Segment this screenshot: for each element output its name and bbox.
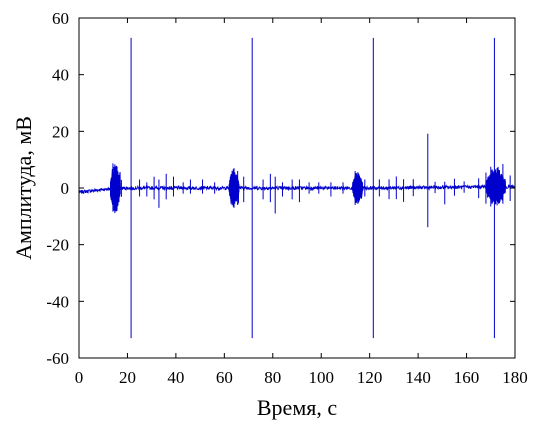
y-tick-label: 40 <box>52 66 69 85</box>
x-axis: 0 20 40 60 80 100 120 140 160 180 <box>75 18 528 387</box>
y-tick-label: 0 <box>61 179 70 198</box>
y-tick-label: -60 <box>46 349 69 368</box>
x-tick-label: 180 <box>502 368 528 387</box>
y-axis-title: Амплитуда, мВ <box>11 116 36 260</box>
y-axis: 60 40 20 0 -20 -40 -60 <box>46 9 515 368</box>
x-tick-label: 0 <box>75 368 84 387</box>
x-tick-label: 20 <box>119 368 136 387</box>
y-tick-label: 60 <box>52 9 69 28</box>
x-tick-label: 40 <box>167 368 184 387</box>
y-tick-label: 20 <box>52 122 69 141</box>
x-tick-label: 60 <box>216 368 233 387</box>
x-tick-label: 100 <box>308 368 334 387</box>
y-tick-label: -40 <box>46 292 69 311</box>
y-tick-label: -20 <box>46 236 69 255</box>
x-tick-label: 80 <box>264 368 281 387</box>
x-tick-label: 120 <box>357 368 383 387</box>
x-axis-title: Время, с <box>257 395 337 420</box>
signal-series <box>78 37 516 339</box>
x-tick-label: 140 <box>405 368 431 387</box>
x-tick-label: 160 <box>454 368 480 387</box>
signal-trace <box>78 169 516 205</box>
